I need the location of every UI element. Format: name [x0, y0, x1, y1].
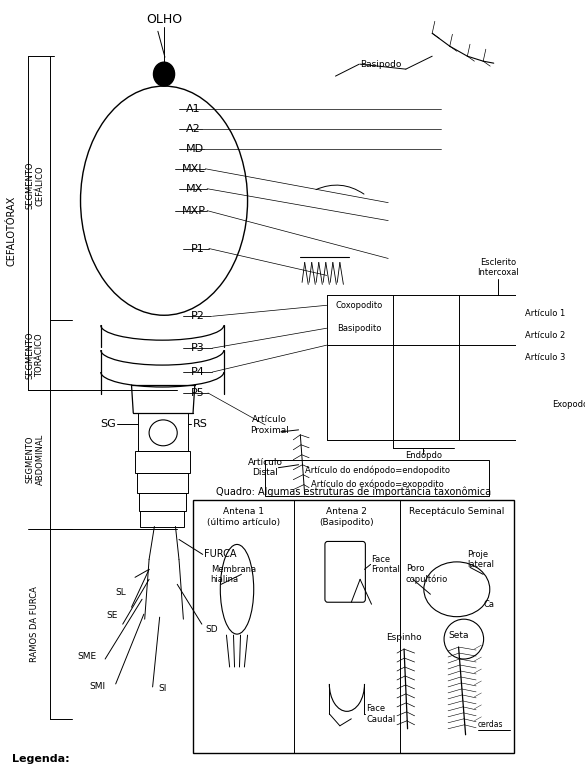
Text: A1: A1: [186, 104, 201, 114]
Text: Artículo
Distal: Artículo Distal: [247, 458, 283, 477]
Text: Artículo 2: Artículo 2: [525, 331, 565, 340]
Text: Poro
copultório: Poro copultório: [406, 564, 448, 584]
Text: Coxopodito: Coxopodito: [336, 301, 383, 310]
Text: SMI: SMI: [89, 682, 105, 692]
Text: Receptáculo Seminal: Receptáculo Seminal: [409, 507, 504, 516]
Text: SEGMENTO
TORÁCICO: SEGMENTO TORÁCICO: [25, 331, 44, 379]
Text: SG: SG: [100, 419, 116, 429]
Text: Artículo 3: Artículo 3: [525, 353, 565, 361]
Text: MXL: MXL: [181, 164, 205, 174]
Text: Basipodo: Basipodo: [360, 60, 401, 68]
Text: P5: P5: [190, 388, 204, 398]
Text: CEFALOTÓRAX: CEFALOTÓRAX: [7, 196, 17, 266]
Text: Basipodito: Basipodito: [337, 324, 381, 333]
Bar: [135, 451, 190, 472]
Circle shape: [153, 62, 174, 86]
Bar: [193, 500, 514, 753]
Text: Ca: Ca: [483, 600, 494, 608]
Text: Espinho: Espinho: [386, 632, 422, 642]
Text: OLHO: OLHO: [146, 13, 182, 26]
Text: Artículo do endópodo=endopodito: Artículo do endópodo=endopodito: [305, 466, 450, 476]
Text: SL: SL: [115, 587, 126, 597]
Text: Esclerito
Intercoxal: Esclerito Intercoxal: [477, 258, 519, 277]
Text: P1: P1: [190, 243, 204, 253]
Text: SE: SE: [106, 611, 118, 620]
Text: RAMOS DA FURCA: RAMOS DA FURCA: [30, 586, 39, 662]
Text: SD: SD: [205, 625, 218, 633]
Text: SEGMENTO
CEFÁLICO: SEGMENTO CEFÁLICO: [25, 162, 44, 210]
Text: FURCA: FURCA: [204, 549, 236, 559]
Text: Exopodo: Exopodo: [552, 400, 585, 409]
Text: P2: P2: [190, 312, 204, 321]
Text: Antena 1: Antena 1: [223, 507, 264, 516]
Text: Artículo 1: Artículo 1: [525, 308, 565, 318]
Text: Endópdo: Endópdo: [405, 450, 442, 459]
Text: MX: MX: [186, 183, 203, 193]
Text: RS: RS: [193, 419, 208, 429]
Text: (último artículo): (último artículo): [207, 518, 280, 527]
Bar: [140, 510, 184, 527]
Text: P3: P3: [190, 343, 204, 353]
Text: SI: SI: [158, 685, 166, 693]
Text: Membrana
hialina: Membrana hialina: [211, 565, 256, 584]
Text: Seta: Seta: [448, 631, 469, 639]
Text: Artículo
Proximal: Artículo Proximal: [250, 415, 289, 434]
Text: SEGMENTO
ABDOMINAL: SEGMENTO ABDOMINAL: [25, 434, 44, 486]
Text: Proje
lateral: Proje lateral: [467, 549, 494, 569]
Bar: [139, 493, 186, 510]
Text: Quadro: Algumas estruturas de importância taxonômica: Quadro: Algumas estruturas de importânci…: [216, 486, 491, 497]
Text: P4: P4: [190, 367, 204, 377]
Text: Artículo do exópodo=exopodito: Artículo do exópodo=exopodito: [311, 480, 443, 490]
Text: MD: MD: [186, 144, 204, 154]
Text: (Basipodito): (Basipodito): [319, 518, 374, 527]
Text: Face
Frontal: Face Frontal: [371, 555, 400, 574]
Text: SME: SME: [77, 652, 97, 660]
Text: cerdas: cerdas: [478, 720, 504, 730]
Text: MXP: MXP: [181, 206, 205, 216]
Text: Antena 2: Antena 2: [326, 507, 367, 516]
Text: Legenda:: Legenda:: [12, 754, 70, 764]
Text: A2: A2: [186, 124, 201, 134]
Text: Face
Caudal: Face Caudal: [366, 704, 395, 723]
Bar: [137, 472, 188, 493]
